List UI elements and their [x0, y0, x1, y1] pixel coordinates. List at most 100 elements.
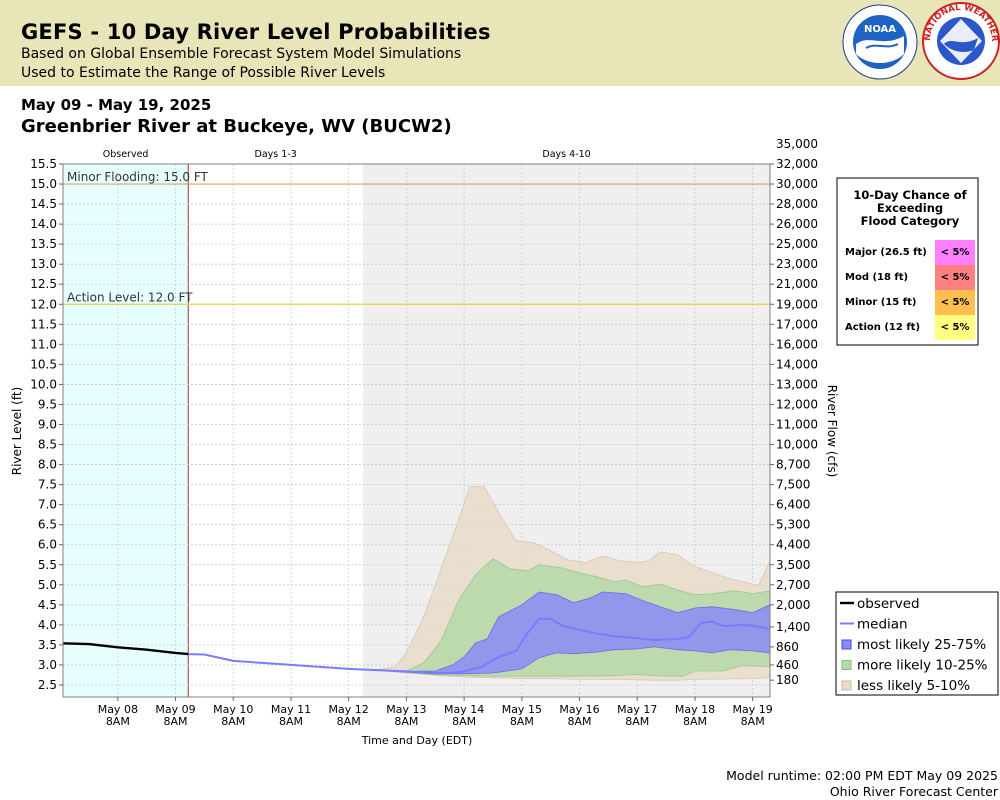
y-tick-label: 10.0 [30, 377, 57, 391]
flood-table-title: 10-Day Chance of [853, 188, 967, 202]
x-tick-day: May 08 [98, 703, 138, 716]
y-axis-right-label: River Flow (cfs) [825, 385, 839, 478]
legend-symbol [841, 639, 852, 650]
median-line [188, 617, 771, 674]
noaa-logo-text: NOAA [864, 24, 896, 35]
y-right-tick-label: 14,000 [776, 357, 818, 371]
flood-table-title: Flood Category [861, 214, 960, 228]
action-threshold-label: Action Level: 12.0 FT [67, 290, 193, 304]
y-tick-label: 4.0 [38, 618, 57, 632]
y-right-tick-label: 180 [776, 673, 799, 687]
y-right-tick-label: 1,400 [776, 620, 810, 634]
y-right-tick-label: 460 [776, 658, 799, 672]
y-tick-label: 7.0 [38, 498, 57, 512]
flood-table-title: Exceeding [877, 201, 943, 215]
legend-symbol [841, 660, 852, 670]
flood-row-cell [935, 240, 975, 265]
x-tick-day: May 10 [213, 703, 253, 716]
noaa-logo[interactable]: NOAA [842, 4, 918, 80]
y-right-tick-label: 3,500 [776, 558, 810, 572]
probability-chart: Observed Days 1-3 Days 4-10 Minor Flooding… [10, 137, 999, 747]
y-tick-label: 8.0 [38, 458, 57, 472]
y-tick-label: 14.0 [30, 217, 57, 231]
region-label: Observed [103, 149, 149, 160]
flood-row-label: Mod (18 ft) [845, 272, 908, 283]
flood-row-cell [935, 315, 975, 340]
y-right-tick-label: 2,700 [776, 578, 810, 592]
y-tick-label: 13.0 [30, 257, 57, 271]
page-subtitle-1: Based on Global Ensemble Forecast System… [21, 46, 462, 62]
x-tick-day: May 18 [675, 703, 715, 716]
y-right-tick-label: 16,000 [776, 337, 818, 351]
y-right-tick-label: 860 [776, 640, 799, 654]
y-right-tick-label: 13,000 [776, 377, 818, 391]
y-right-tick-label: 32,000 [776, 157, 818, 171]
x-tick-time: 8AM [625, 715, 649, 728]
y-tick-label: 14.5 [30, 197, 57, 211]
y-tick-label: 12.0 [30, 297, 57, 311]
legend-entry: less likely 5-10% [857, 678, 970, 694]
y-tick-label: 13.5 [30, 237, 57, 251]
x-tick-day: May 09 [155, 703, 195, 716]
x-tick-day: May 15 [502, 703, 542, 716]
band-25-75 [377, 591, 771, 675]
x-tick-day: May 19 [733, 703, 773, 716]
x-tick-day: May 13 [386, 703, 426, 716]
y-axis-label: River Level (ft) [10, 387, 24, 475]
x-tick-day: May 16 [559, 703, 599, 716]
y-tick-label: 15.5 [30, 157, 57, 171]
page-subtitle-2: Used to Estimate the Range of Possible R… [21, 65, 386, 81]
flood-row-cell [935, 265, 975, 290]
y-right-tick-label: 28,000 [776, 197, 818, 211]
y-tick-label: 8.5 [38, 438, 57, 452]
minor-threshold-label: Minor Flooding: 15.0 FT [67, 170, 209, 184]
y-right-tick-label: 21,000 [776, 277, 818, 291]
model-runtime: Model runtime: 02:00 PM EDT May 09 2025 [726, 768, 998, 783]
y-tick-label: 11.0 [30, 337, 57, 351]
y-tick-label: 9.5 [38, 397, 57, 411]
x-axis-label: Time and Day (EDT) [361, 734, 473, 747]
flood-row-value: < 5% [941, 247, 970, 258]
y-tick-label: 3.5 [38, 638, 57, 652]
y-right-tick-label: 7,500 [776, 478, 810, 492]
y-axis-left: 2.5 3.0 3.5 4.0 4.5 5.0 5.5 6.0 6.5 7.0 7.5 8.0 8.5 9… [30, 157, 63, 692]
x-tick-time: 8AM [164, 715, 188, 728]
y-tick-label: 5.0 [38, 578, 57, 592]
y-tick-label: 9.0 [38, 417, 57, 431]
legend-entry: more likely 10-25% [857, 658, 988, 674]
y-right-tick-label: 23,000 [776, 257, 818, 271]
legend: observed median most likely 25-75% more lik… [835, 591, 999, 696]
y-right-tick-label: 2,000 [776, 598, 810, 612]
x-tick-day: May 12 [329, 703, 369, 716]
region-2-shade [188, 164, 364, 697]
y-right-tick-label: 25,000 [776, 237, 818, 251]
y-tick-label: 10.5 [30, 357, 57, 371]
header-banner: GEFS - 10 Day River Level Probabilities … [0, 0, 1000, 86]
x-tick-time: 8AM [394, 715, 418, 728]
y-right-tick-label: 4,400 [776, 538, 810, 552]
plot-frame [62, 163, 771, 698]
flood-row-label: Major (26.5 ft) [845, 247, 927, 258]
x-tick-time: 8AM [221, 715, 245, 728]
x-tick-time: 8AM [568, 715, 592, 728]
x-tick-time: 8AM [452, 715, 476, 728]
y-tick-label: 15.0 [30, 177, 57, 191]
y-right-tick-label: 17,000 [776, 317, 818, 331]
x-tick-day: May 17 [617, 703, 657, 716]
page-title: GEFS - 10 Day River Level Probabilities [21, 20, 491, 44]
nws-logo[interactable]: NATIONAL WEATHER SERVICE [922, 2, 1000, 80]
flood-row-value: < 5% [941, 322, 970, 333]
y-tick-label: 6.5 [38, 518, 57, 532]
legend-entry: most likely 25-75% [857, 637, 986, 653]
y-tick-label: 2.5 [38, 678, 57, 692]
x-tick-time: 8AM [683, 715, 707, 728]
probability-bands [377, 486, 771, 681]
station-name: Greenbrier River at Buckeye, WV (BUCW2) [21, 116, 452, 137]
x-tick-time: 8AM [279, 715, 303, 728]
x-tick-day: May 11 [271, 703, 311, 716]
y-right-tick-label: 19,000 [776, 297, 818, 311]
region-label: Days 1-3 [255, 149, 297, 160]
